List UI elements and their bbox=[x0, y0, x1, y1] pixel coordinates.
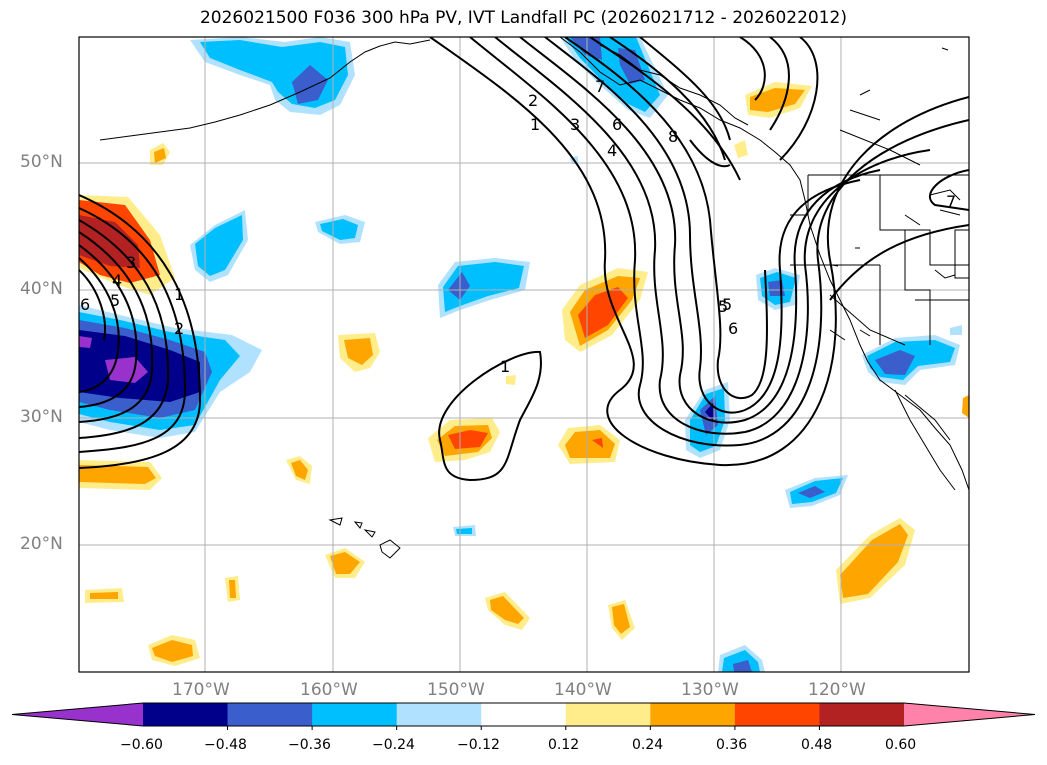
colorbar-segment bbox=[565, 703, 651, 726]
contour-label: 7 bbox=[946, 192, 956, 211]
colorbar-tick-label: 0.24 bbox=[632, 737, 664, 753]
map-frame bbox=[78, 36, 970, 673]
colorbar-tick-label: 0.48 bbox=[801, 737, 833, 753]
colorbar-segment bbox=[819, 703, 905, 726]
contour-label: 8 bbox=[668, 127, 678, 146]
contour-label: 2 bbox=[528, 91, 538, 110]
colorbar-extend-min bbox=[12, 703, 143, 726]
colorbar-segment bbox=[396, 703, 482, 726]
colorbar-segment bbox=[650, 703, 736, 726]
contour-label: 1 bbox=[174, 285, 184, 304]
colorbar-tick-label: 0.60 bbox=[885, 737, 917, 753]
colorbar-segment bbox=[734, 703, 820, 726]
contour-label: 1 bbox=[500, 357, 510, 376]
colorbar-tick-label: −0.24 bbox=[372, 737, 415, 753]
lon-tick-label: 140°W bbox=[554, 680, 612, 700]
contour-label: 6 bbox=[728, 319, 738, 338]
contour-label: 5 bbox=[722, 295, 732, 314]
colorbar-segment bbox=[481, 703, 567, 726]
lat-tick-label: 50°N bbox=[20, 152, 63, 172]
contour-label: 6 bbox=[612, 115, 622, 134]
map-title: 2026021500 F036 300 hPa PV, IVT Landfall… bbox=[199, 8, 847, 28]
colorbar-tick-label: 0.12 bbox=[548, 737, 580, 753]
lat-tick-label: 40°N bbox=[20, 279, 63, 299]
contour-label: 3 bbox=[570, 115, 580, 134]
colorbar bbox=[11, 702, 1036, 730]
lon-tick-label: 160°W bbox=[300, 680, 358, 700]
colorbar-tick-label: −0.36 bbox=[288, 737, 331, 753]
contour-label: 3 bbox=[126, 253, 136, 272]
colorbar-segment bbox=[227, 703, 313, 726]
contour-label: 5 bbox=[718, 297, 728, 316]
contour-label: 7 bbox=[595, 77, 605, 96]
contour-label: 4 bbox=[607, 141, 617, 160]
colorbar-tick-label: 0.36 bbox=[716, 737, 748, 753]
contour-label: 5 bbox=[110, 291, 120, 310]
colorbar-extend-max bbox=[904, 703, 1035, 726]
contour-labels: 1 2 3 4 5 6 7 8 1 2 3 4 5 6 1 5 6 7 bbox=[80, 77, 956, 376]
lat-tick-label: 20°N bbox=[20, 534, 63, 554]
colorbar-segment bbox=[143, 703, 229, 726]
colorbar-tick-label: −0.60 bbox=[120, 737, 163, 753]
contour-label: 2 bbox=[174, 319, 184, 338]
lat-tick-label: 30°N bbox=[20, 407, 63, 427]
colorbar-outline bbox=[11, 702, 1036, 727]
lon-tick-label: 150°W bbox=[427, 680, 485, 700]
colorbar-tick-label: −0.48 bbox=[204, 737, 247, 753]
ivt-contours bbox=[79, 37, 969, 482]
lon-tick-label: 130°W bbox=[681, 680, 739, 700]
lon-tick-label: 120°W bbox=[808, 680, 866, 700]
coastlines bbox=[99, 37, 969, 559]
colorbar-segment bbox=[312, 703, 398, 726]
lon-tick-label: 170°W bbox=[172, 680, 230, 700]
contour-label: 1 bbox=[530, 115, 540, 134]
contour-label: 4 bbox=[112, 271, 122, 290]
colorbar-tick-label: −0.12 bbox=[457, 737, 500, 753]
contour-label: 6 bbox=[80, 295, 90, 314]
